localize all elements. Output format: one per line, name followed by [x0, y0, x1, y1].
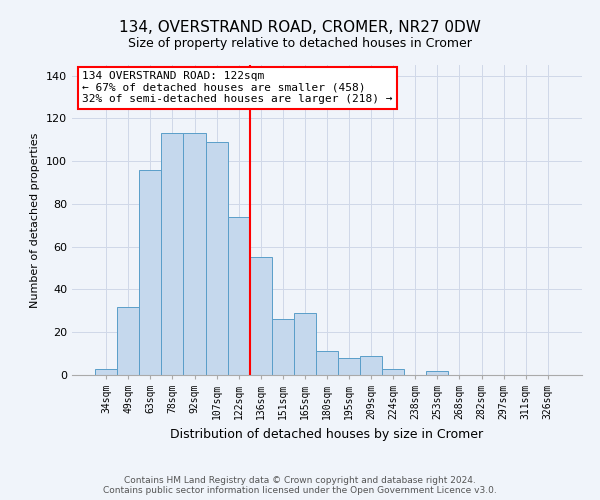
Text: Size of property relative to detached houses in Cromer: Size of property relative to detached ho… — [128, 38, 472, 51]
Bar — [360, 356, 382, 375]
Bar — [338, 358, 360, 375]
Bar — [382, 368, 404, 375]
Bar — [184, 134, 206, 375]
Bar — [250, 258, 272, 375]
Y-axis label: Number of detached properties: Number of detached properties — [31, 132, 40, 308]
Bar — [117, 306, 139, 375]
Bar — [272, 320, 294, 375]
Bar — [139, 170, 161, 375]
Text: 134 OVERSTRAND ROAD: 122sqm
← 67% of detached houses are smaller (458)
32% of se: 134 OVERSTRAND ROAD: 122sqm ← 67% of det… — [82, 71, 392, 104]
Text: Contains HM Land Registry data © Crown copyright and database right 2024.
Contai: Contains HM Land Registry data © Crown c… — [103, 476, 497, 495]
Bar — [427, 370, 448, 375]
Bar — [227, 217, 250, 375]
Bar — [316, 352, 338, 375]
X-axis label: Distribution of detached houses by size in Cromer: Distribution of detached houses by size … — [170, 428, 484, 440]
Bar — [206, 142, 227, 375]
Bar — [294, 313, 316, 375]
Bar — [95, 368, 117, 375]
Text: 134, OVERSTRAND ROAD, CROMER, NR27 0DW: 134, OVERSTRAND ROAD, CROMER, NR27 0DW — [119, 20, 481, 35]
Bar — [161, 134, 184, 375]
